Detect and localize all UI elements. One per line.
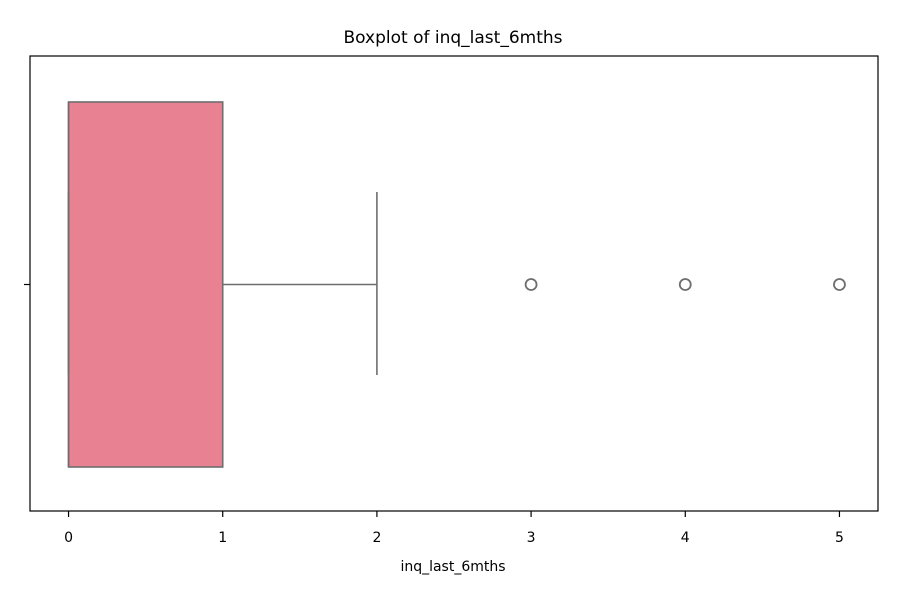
axes-frame bbox=[29, 55, 879, 512]
chart-title: Boxplot of inq_last_6mths bbox=[344, 28, 563, 48]
plot-area bbox=[67, 101, 846, 468]
x-tick-label: 3 bbox=[527, 530, 536, 546]
x-tick-label: 4 bbox=[681, 530, 690, 546]
x-axis: 0 1 2 3 4 5 bbox=[24, 283, 844, 546]
outlier-point bbox=[678, 278, 692, 291]
box-iqr bbox=[67, 101, 224, 468]
x-axis-label: inq_last_6mths bbox=[400, 559, 505, 575]
outlier-point bbox=[833, 278, 846, 291]
x-tick-label: 2 bbox=[372, 530, 381, 546]
x-tick-label: 5 bbox=[835, 530, 844, 546]
x-tick-label: 1 bbox=[218, 530, 227, 546]
outlier-point bbox=[524, 278, 538, 291]
x-tick-label: 0 bbox=[64, 530, 73, 546]
